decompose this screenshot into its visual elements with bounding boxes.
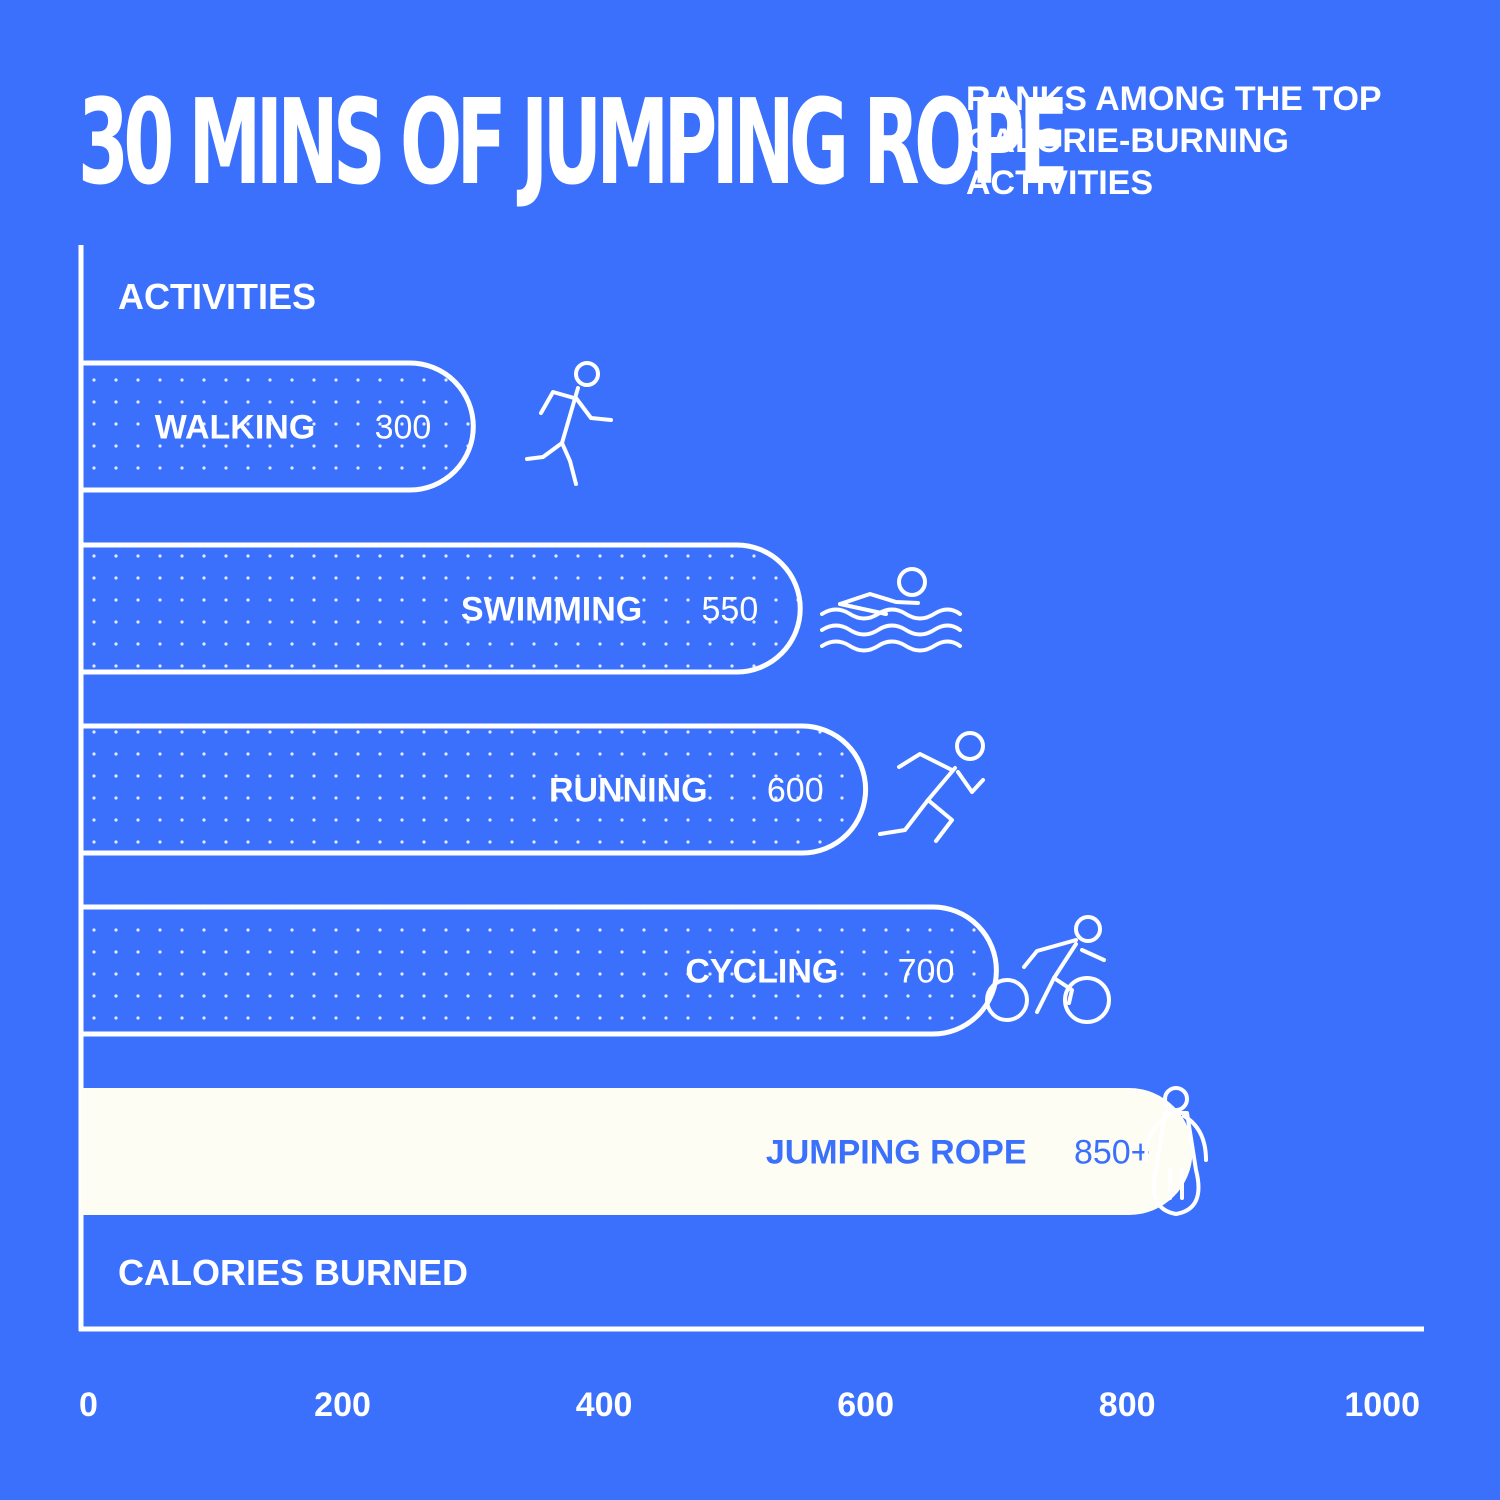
x-axis-ticks: 0 200 400 600 800 1000 [79,1386,1420,1424]
bar-category-label: JUMPING ROPE [766,1134,1027,1172]
page-title: 30 MINS OF JUMPING ROPE [78,73,1069,211]
bar [78,542,803,675]
bar-group: 600 RUNNING [78,723,869,856]
bar-value-label: 550 [702,591,759,629]
x-axis-label: CALORIES BURNED [118,1252,468,1293]
x-tick-label: 200 [314,1386,371,1424]
bar-value-label: 600 [767,772,824,810]
bar-dot-pattern [81,363,474,490]
subtitle: RANKS AMONG THE TOP CALORIE-BURNING ACTI… [966,78,1446,204]
x-tick-label: 800 [1099,1386,1156,1424]
subtitle-line: RANKS AMONG THE TOP [966,80,1382,118]
bars: 300 WALKING 550 SWIMMING 600 RUNNING 700 CYCLIN… [78,360,1193,1215]
bar-value-label: 700 [898,953,955,991]
swimming-icon [820,567,962,653]
bar-group: 300 WALKING [78,360,476,493]
bar-category-label: CYCLING [685,953,838,991]
x-tick-label: 1000 [1344,1386,1420,1424]
bar-value-label: 850+ [1074,1134,1151,1172]
bar [78,360,476,493]
running-icon [878,731,985,843]
x-tick-label: 600 [837,1386,894,1424]
bar [81,1088,1193,1215]
subtitle-line: CALORIE-BURNING [966,122,1289,160]
x-tick-label: 0 [79,1386,98,1424]
subtitle-line: ACTIVITIES [966,164,1154,202]
walking-icon [525,361,613,486]
jump-rope-icon [1144,1086,1208,1216]
bar-category-label: SWIMMING [461,591,642,629]
cycling-icon [985,915,1111,1024]
bar-value-label: 300 [375,409,432,447]
bar [78,723,869,856]
y-axis-label: ACTIVITIES [118,276,316,317]
bar-group: 850+ JUMPING ROPE [81,1088,1193,1215]
x-tick-label: 400 [576,1386,633,1424]
bar-category-label: RUNNING [549,772,708,810]
bar-dot-pattern [81,545,801,672]
bar-category-label: WALKING [155,409,316,447]
bar-dot-pattern [81,726,866,853]
bar-dot-pattern [81,907,997,1034]
bar-group: 700 CYCLING [78,904,999,1037]
bar-group: 550 SWIMMING [78,542,803,675]
bar [78,904,999,1037]
